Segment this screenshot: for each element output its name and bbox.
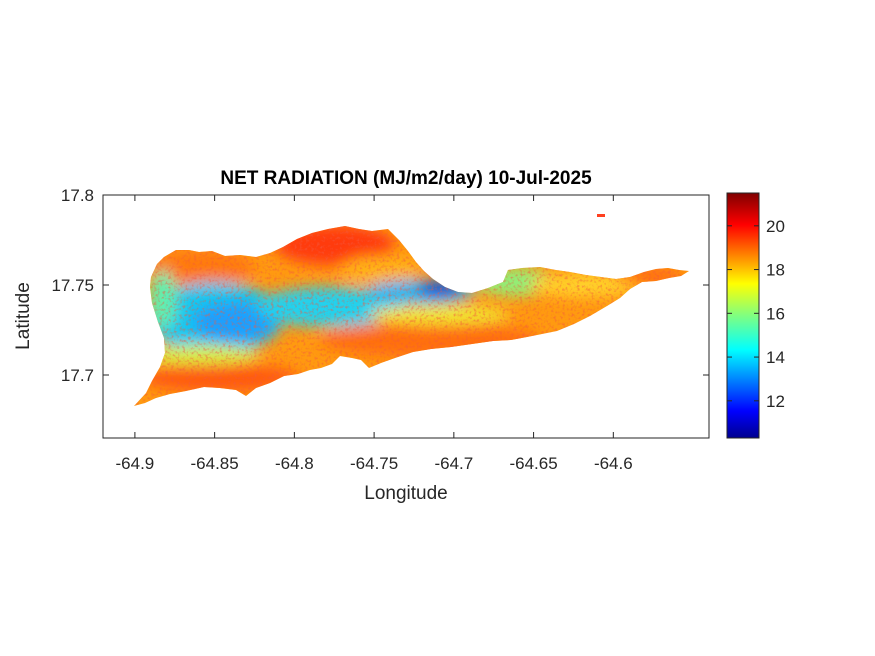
- y-axis-label: Latitude: [13, 282, 34, 350]
- colorbar-tick-label: 20: [766, 217, 785, 236]
- colorbar-tick-label: 14: [766, 348, 785, 367]
- small-islet: [597, 214, 605, 217]
- plot-area: [102, 194, 710, 439]
- colorbar-tick-label: 18: [766, 261, 785, 280]
- colorbar-gradient: [726, 192, 760, 439]
- x-tick-label: -64.8: [275, 454, 314, 473]
- colorbar-ticks: 12 14 16 18 20: [727, 217, 785, 411]
- x-axis: -64.9 -64.85 -64.8 -64.75 -64.7 -64.65 -64.6: [116, 195, 633, 473]
- x-tick-label: -64.9: [116, 454, 155, 473]
- colorbar-tick-label: 16: [766, 304, 785, 323]
- colorbar-tick-label: 12: [766, 392, 785, 411]
- plot-title: NET RADIATION (MJ/m2/day) 10-Jul-2025: [220, 168, 592, 189]
- x-tick-label: -64.7: [434, 454, 473, 473]
- x-tick-label: -64.85: [191, 454, 239, 473]
- y-tick-label: 17.75: [51, 276, 94, 295]
- x-tick-label: -64.6: [594, 454, 633, 473]
- y-axis: 17.7 17.75 17.8: [51, 186, 709, 385]
- colorbar: 12 14 16 18 20: [726, 192, 785, 439]
- y-tick-label: 17.8: [61, 186, 94, 205]
- x-axis-label: Longitude: [364, 483, 447, 504]
- x-tick-label: -64.65: [509, 454, 557, 473]
- y-tick-label: 17.7: [61, 366, 94, 385]
- x-tick-label: -64.75: [350, 454, 398, 473]
